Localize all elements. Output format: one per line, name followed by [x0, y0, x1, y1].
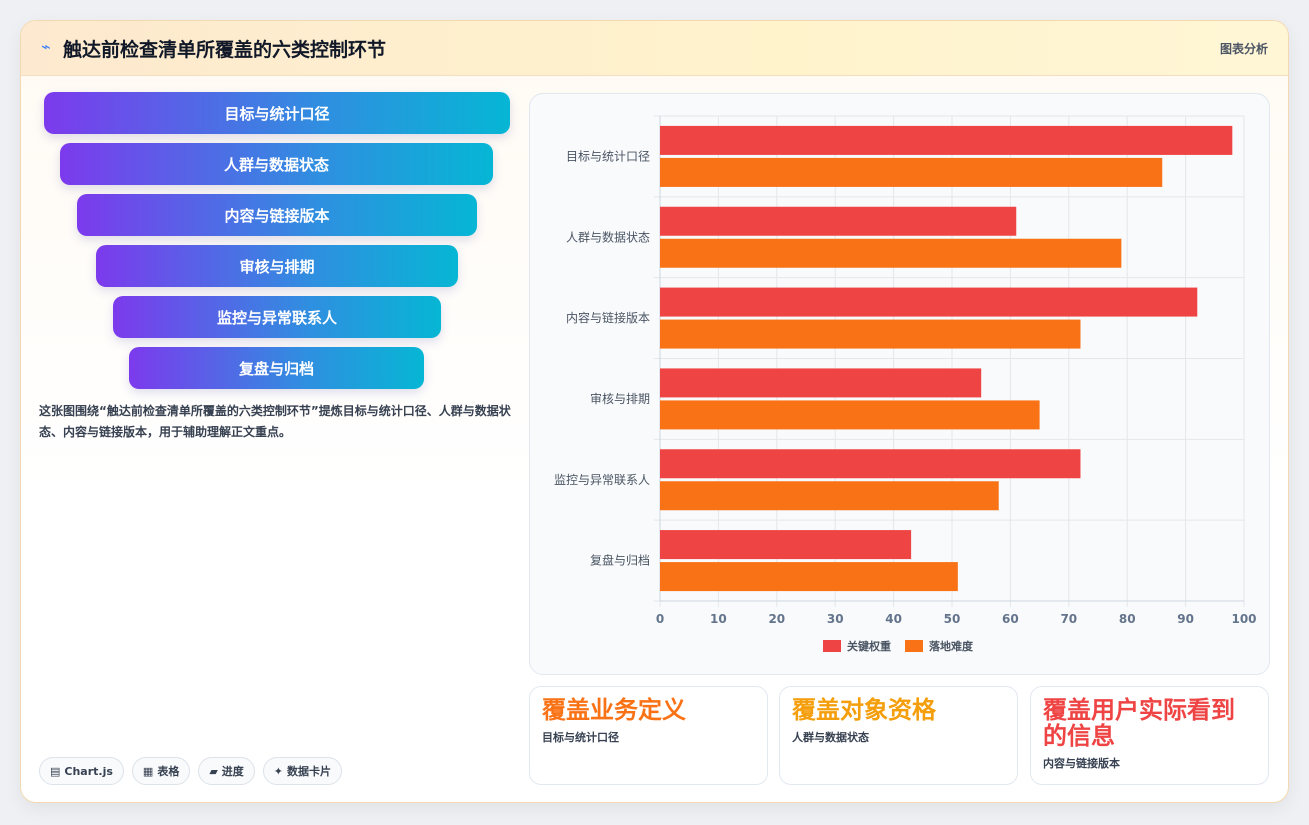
x-tick-label: 30: [827, 612, 844, 626]
x-tick-label: 20: [768, 612, 785, 626]
bar-weight: [660, 125, 1233, 155]
chart-icon: ▤: [50, 764, 61, 778]
pill-progress[interactable]: ▰ 进度: [198, 757, 255, 785]
legend-swatch: [823, 640, 841, 652]
header-bar: ⌁ 触达前检查清单所覆盖的六类控制环节 图表分析: [21, 21, 1288, 76]
y-tick-label: 复盘与归档: [590, 553, 650, 568]
main-card: ⌁ 触达前检查清单所覆盖的六类控制环节 图表分析 目标与统计口径 人群与数据状态…: [20, 20, 1289, 803]
y-tick-label: 目标与统计口径: [566, 149, 650, 163]
legend-label: 落地难度: [929, 639, 974, 653]
stat-caption: 内容与链接版本: [1043, 757, 1120, 770]
stat-caption: 目标与统计口径: [542, 731, 619, 744]
pill-label: 数据卡片: [287, 765, 332, 778]
bar-difficulty: [660, 157, 1163, 187]
description-text: 这张图围绕“触达前检查清单所覆盖的六类控制环节”提炼目标与统计口径、人群与数据状…: [39, 404, 511, 439]
stat-value: 覆盖用户实际看到的信息: [1043, 696, 1235, 750]
sparkle-icon: ✦: [273, 764, 284, 778]
bar-weight: [660, 206, 1017, 236]
stat-card-3: 覆盖用户实际看到的信息 内容与链接版本: [1030, 686, 1269, 785]
stat-card-2: 覆盖对象资格 人群与数据状态: [779, 686, 1018, 785]
stat-value: 覆盖对象资格: [792, 696, 936, 724]
bar-weight: [660, 368, 982, 398]
bar-difficulty: [660, 562, 958, 592]
funnel-step-3: 内容与链接版本: [77, 194, 477, 236]
bar-difficulty: [660, 238, 1122, 268]
chart-analysis-tag: 图表分析: [1219, 42, 1268, 56]
y-tick-label: 内容与链接版本: [566, 310, 650, 325]
y-tick-label: 审核与排期: [590, 391, 650, 406]
bar-weight: [660, 530, 912, 560]
funnel-step-6: 复盘与归档: [129, 347, 424, 389]
bar-difficulty: [660, 319, 1081, 349]
x-tick-label: 80: [1119, 612, 1136, 626]
x-tick-label: 0: [656, 612, 664, 626]
pulse-icon: ⌁: [41, 37, 51, 56]
bar-difficulty: [660, 481, 999, 511]
bar-chart: 0 10 20 30 40 50 60 70 80 90 100 目标与统计口径人群与数据状态内容与链…: [554, 115, 1257, 653]
x-tick-label: 10: [710, 612, 727, 626]
page-title: 触达前检查清单所覆盖的六类控制环节: [63, 39, 387, 61]
funnel-step-4: 审核与排期: [96, 245, 458, 287]
x-tick-label: 70: [1060, 612, 1077, 626]
pill-chartjs[interactable]: ▤ Chart.js: [39, 757, 124, 785]
bar-weight: [660, 287, 1198, 317]
x-tick-label: 90: [1177, 612, 1194, 626]
table-icon: ▦: [142, 764, 154, 778]
x-tick-label: 40: [885, 612, 902, 626]
stat-caption: 人群与数据状态: [792, 731, 869, 744]
funnel-step-5: 监控与异常联系人: [113, 296, 441, 338]
stat-value: 覆盖业务定义: [542, 696, 686, 724]
pill-table[interactable]: ▦ 表格: [131, 757, 191, 785]
legend-swatch: [905, 640, 923, 652]
funnel-step-2: 人群与数据状态: [60, 143, 493, 185]
pill-label: Chart.js: [64, 764, 113, 778]
pill-label: 表格: [157, 765, 180, 778]
stat-card-1: 覆盖业务定义 目标与统计口径: [529, 686, 768, 785]
pill-label: 进度: [221, 765, 244, 778]
y-tick-label: 监控与异常联系人: [554, 473, 650, 487]
bar-difficulty: [660, 400, 1040, 430]
pill-data-card[interactable]: ✦ 数据卡片: [262, 757, 343, 785]
x-tick-label: 60: [1002, 612, 1019, 626]
funnel-step-1: 目标与统计口径: [44, 92, 510, 134]
legend-label: 关键权重: [847, 639, 891, 653]
progress-icon: ▰: [209, 764, 218, 778]
bar-weight: [660, 449, 1081, 479]
chart-panel: 0 10 20 30 40 50 60 70 80 90 100 目标与统计口径 人群与数据状态 内容与链…: [529, 93, 1270, 675]
x-tick-label: 100: [1231, 612, 1256, 626]
feature-pills: ▤ Chart.js ▦ 表格 ▰ 进度 ✦ 数据卡片: [39, 757, 343, 785]
x-tick-label: 50: [944, 612, 961, 626]
y-tick-label: 人群与数据状态: [566, 229, 650, 244]
